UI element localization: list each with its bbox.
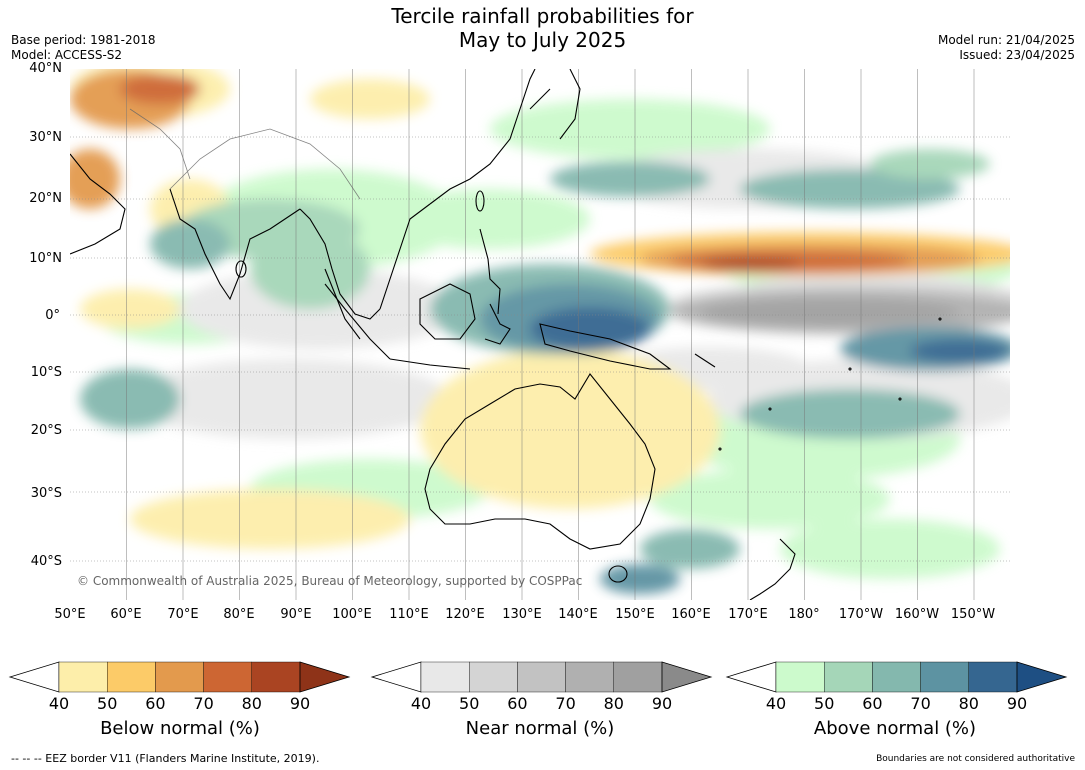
colorbar-segment <box>155 661 204 693</box>
copyright-text: © Commonwealth of Australia 2025, Bureau… <box>77 574 582 588</box>
lat-label: 20°S <box>30 423 62 438</box>
colorbar-tick-label: 90 <box>289 694 311 713</box>
colorbar-tick-label: 60 <box>507 694 528 713</box>
lon-label: 120°E <box>445 607 485 622</box>
colorbar-arrow-low <box>8 661 60 693</box>
lon-label: 60°E <box>110 607 142 622</box>
title-line-1: Tercile rainfall probabilities for <box>391 4 694 28</box>
coastlines <box>70 69 942 600</box>
lat-label: 20°N <box>29 191 62 206</box>
lat-label: 40°N <box>29 61 62 76</box>
colorbar-segment <box>920 661 969 693</box>
lon-label: 180° <box>788 607 820 622</box>
colorbar-tick-label: 40 <box>765 694 787 713</box>
legend-title-below: Below normal (%) <box>100 718 260 739</box>
rainfall-map: © Commonwealth of Australia 2025, Bureau… <box>70 69 1010 600</box>
colorbar-tick-label: 70 <box>193 694 214 713</box>
colorbar-segment <box>106 661 156 693</box>
probability-shading <box>70 69 1010 594</box>
colorbar-segment <box>824 661 873 693</box>
lon-label: 170°E <box>728 607 768 622</box>
colorbar-above-normal <box>725 661 1068 693</box>
lon-label: 150°E <box>615 607 655 622</box>
lon-label: 130°E <box>502 607 542 622</box>
legend-title-above: Above normal (%) <box>813 718 977 739</box>
lat-label: 0° <box>45 308 60 323</box>
meta-left: Base period: 1981-2018 Model: ACCESS-S2 <box>11 33 156 63</box>
lat-label: 40°S <box>30 554 62 569</box>
colorbar-tick-label: 50 <box>459 694 480 713</box>
lon-label: 160°W <box>894 607 940 622</box>
colorbar-arrow-low <box>725 661 777 693</box>
lat-label: 10°N <box>29 251 62 266</box>
map-title: Tercile rainfall probabilities for May t… <box>0 4 1085 52</box>
colorbar-segment <box>58 661 108 693</box>
colorbar-segment <box>469 661 518 693</box>
legend-title-near: Near normal (%) <box>465 718 615 739</box>
colorbar-arrow-high <box>661 661 713 693</box>
lon-label: 160°E <box>671 607 711 622</box>
colorbar-segment <box>203 661 253 693</box>
gridlines <box>70 136 1010 562</box>
colorbar-tick-label: 80 <box>603 694 624 713</box>
legend-colorbars <box>8 661 1068 693</box>
lon-label: 90°E <box>280 607 312 622</box>
lon-label: 110°E <box>389 607 429 622</box>
colorbar-tick-label: 50 <box>97 694 118 713</box>
meridians <box>126 69 975 600</box>
lon-label: 100°E <box>332 607 372 622</box>
colorbar-tick-label: 80 <box>241 694 262 713</box>
colorbar-segment <box>872 661 921 693</box>
base-period: Base period: 1981-2018 <box>11 33 156 47</box>
colorbar-segment <box>420 661 470 693</box>
title-line-2: May to July 2025 <box>458 28 627 52</box>
lat-label: 30°N <box>29 130 62 145</box>
colorbar-tick-label: 40 <box>48 694 70 713</box>
model-run: Model run: 21/04/2025 <box>937 33 1075 47</box>
colorbar-tick-label: 80 <box>958 694 979 713</box>
colorbar-arrow-high <box>299 661 351 693</box>
lon-label: 70°E <box>167 607 199 622</box>
colorbar-tick-label: 60 <box>145 694 166 713</box>
colorbar-segment <box>565 661 614 693</box>
colorbar-tick-label: 50 <box>814 694 835 713</box>
lat-label: 10°S <box>30 365 62 380</box>
lon-label: 50°E <box>54 607 86 622</box>
lon-label: 170°W <box>838 607 884 622</box>
country-borders <box>129 108 361 200</box>
colorbar-tick-label: 40 <box>410 694 432 713</box>
colorbar-tick-label: 60 <box>862 694 883 713</box>
colorbar-tick-label: 70 <box>555 694 576 713</box>
lon-label: 80°E <box>223 607 255 622</box>
colorbar-segment <box>517 661 566 693</box>
lat-label: 30°S <box>30 486 62 501</box>
map-canvas: © Commonwealth of Australia 2025, Bureau… <box>70 69 1010 600</box>
lon-label: 150°W <box>950 607 996 622</box>
colorbar-tick-label: 90 <box>1006 694 1028 713</box>
meta-right: Model run: 21/04/2025 Issued: 23/04/2025 <box>938 33 1075 63</box>
colorbar-segment <box>775 661 825 693</box>
colorbar-tick-label: 70 <box>910 694 931 713</box>
colorbar-segment <box>968 661 1018 693</box>
colorbar-near-normal <box>370 661 713 693</box>
colorbar-segment <box>251 661 301 693</box>
eez-note: -- -- -- EEZ border V11 (Flanders Marine… <box>11 752 320 765</box>
colorbar-arrow-high <box>1016 661 1068 693</box>
model-name: Model: ACCESS-S2 <box>11 48 123 62</box>
colorbar-segment <box>613 661 663 693</box>
colorbar-tick-label: 90 <box>651 694 673 713</box>
boundaries-note: Boundaries are not considered authoritat… <box>876 754 1075 764</box>
lon-label: 140°E <box>558 607 598 622</box>
colorbar-below-normal <box>8 661 351 693</box>
colorbar-arrow-low <box>370 661 422 693</box>
issued-date: Issued: 23/04/2025 <box>959 48 1075 62</box>
